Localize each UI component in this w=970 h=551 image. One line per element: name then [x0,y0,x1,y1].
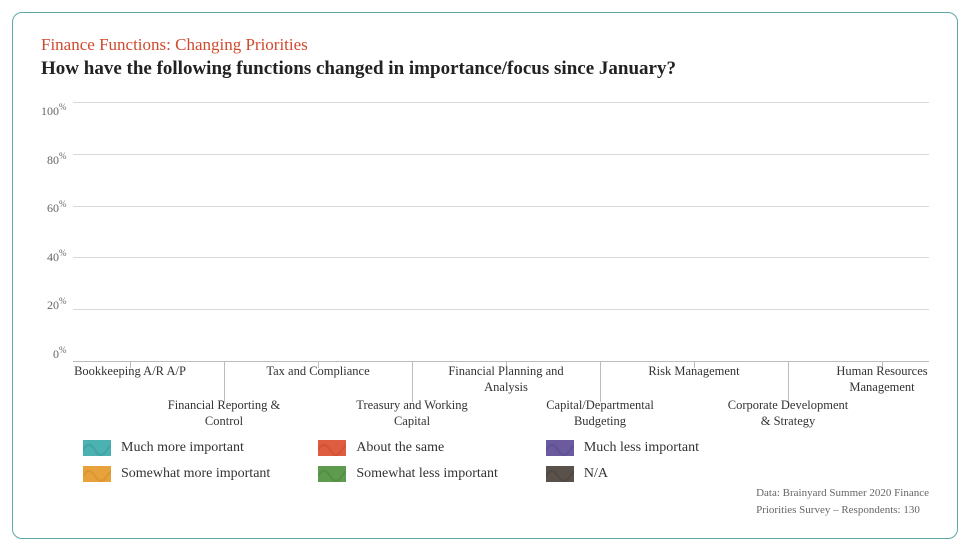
legend-swatch [546,440,574,456]
legend: Much more important Somewhat more importa… [83,440,929,482]
legend-label: Somewhat less important [356,466,498,482]
y-tick: 100% [41,102,67,119]
category-label: Human Resources Management [816,364,948,395]
chart-subtitle: Finance Functions: Changing Priorities [41,35,929,55]
bar-column [834,102,929,362]
chart-card: Finance Functions: Changing Priorities H… [12,12,958,539]
source-line1: Data: Brainyard Summer 2020 Finance [756,485,929,503]
legend-swatch [318,466,346,482]
legend-swatch [83,466,111,482]
bar-column [453,102,548,362]
source-line2: Priorities Survey – Respondents: 130 [756,502,929,520]
x-axis-labels: Bookkeeping A/R A/PFinancial Reporting &… [83,362,929,434]
legend-label: N/A [584,466,608,482]
chart-area: 100% 80% 60% 40% 20% 0% [41,102,929,362]
legend-swatch [83,440,111,456]
y-tick: 80% [47,151,67,168]
legend-label: About the same [356,440,444,456]
y-tick: 40% [47,248,67,265]
y-tick: 0% [53,345,67,362]
legend-column: Much less important N/A [546,440,699,482]
x-label-column: Human Resources Management [835,362,929,434]
bar-column [644,102,739,362]
legend-column: About the same Somewhat less important [318,440,498,482]
legend-item-much_more: Much more important [83,440,270,456]
legend-item-na: N/A [546,466,699,482]
bar-column [548,102,643,362]
legend-label: Much less important [584,440,699,456]
bar-column [358,102,453,362]
legend-swatch [318,440,346,456]
legend-item-somewhat_less: Somewhat less important [318,466,498,482]
legend-item-same: About the same [318,440,498,456]
legend-item-somewhat_more: Somewhat more important [83,466,270,482]
y-tick: 20% [47,296,67,313]
bars-container [73,102,930,362]
bar-column [739,102,834,362]
chart-title: How have the following functions changed… [41,58,929,80]
bar-column [168,102,263,362]
legend-label: Somewhat more important [121,466,270,482]
legend-label: Much more important [121,440,244,456]
legend-column: Much more important Somewhat more importa… [83,440,270,482]
bar-column [73,102,168,362]
y-tick: 60% [47,199,67,216]
bar-column [263,102,358,362]
data-source: Data: Brainyard Summer 2020 Finance Prio… [756,485,929,520]
plot-area [73,102,930,362]
y-axis: 100% 80% 60% 40% 20% 0% [41,102,73,362]
legend-swatch [546,466,574,482]
legend-item-much_less: Much less important [546,440,699,456]
